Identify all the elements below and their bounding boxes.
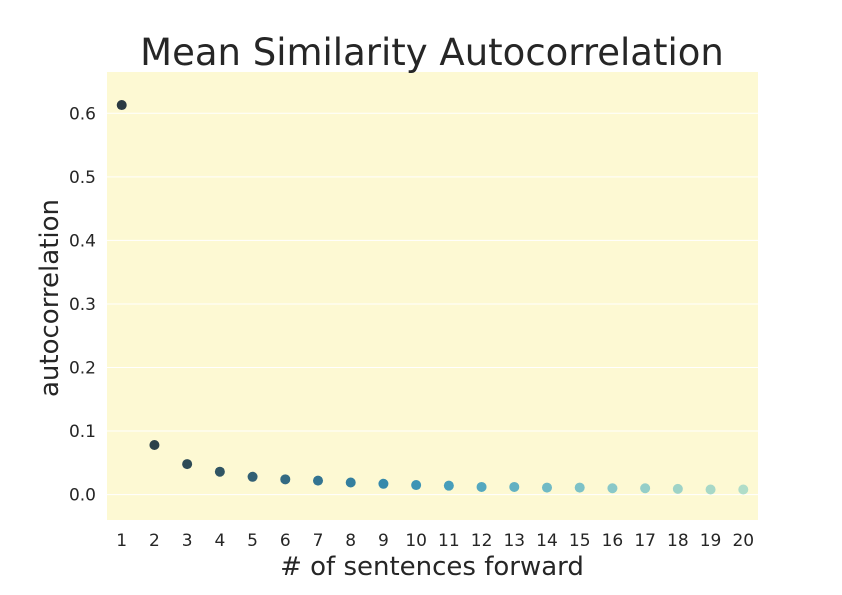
x-tick-label: 3 xyxy=(182,531,193,551)
y-tick-label: 0.5 xyxy=(69,168,96,188)
x-tick-label: 9 xyxy=(378,531,389,551)
x-tick-label: 7 xyxy=(313,531,324,551)
plot-area xyxy=(107,72,758,520)
data-point xyxy=(182,459,192,469)
data-point xyxy=(673,484,683,494)
y-tick-label: 0.2 xyxy=(69,358,96,378)
data-point xyxy=(575,483,585,493)
x-tick-label: 20 xyxy=(732,531,754,551)
data-point xyxy=(215,467,225,477)
x-tick-label: 15 xyxy=(569,531,591,551)
data-point xyxy=(248,472,258,482)
data-point xyxy=(346,478,356,488)
x-tick-label: 12 xyxy=(471,531,493,551)
data-point xyxy=(313,476,323,486)
data-point xyxy=(280,474,290,484)
data-point xyxy=(607,483,617,493)
x-tick-label: 5 xyxy=(247,531,258,551)
data-point xyxy=(738,484,748,494)
y-tick-label: 0.1 xyxy=(69,422,96,442)
x-tick-label: 10 xyxy=(405,531,427,551)
data-point xyxy=(444,481,454,491)
y-tick-label: 0.4 xyxy=(69,231,96,251)
data-point xyxy=(509,482,519,492)
x-tick-label: 14 xyxy=(536,531,558,551)
y-tick-label: 0.3 xyxy=(69,295,96,315)
data-point xyxy=(411,480,421,490)
x-tick-label: 8 xyxy=(345,531,356,551)
data-point xyxy=(706,484,716,494)
data-point xyxy=(477,482,487,492)
x-tick-label: 17 xyxy=(634,531,656,551)
data-point xyxy=(378,479,388,489)
y-axis-label: autocorrelation xyxy=(35,199,65,397)
x-tick-label: 13 xyxy=(503,531,525,551)
data-point xyxy=(117,100,127,110)
x-tick-label: 18 xyxy=(667,531,689,551)
chart-title: Mean Similarity Autocorrelation xyxy=(140,31,724,74)
data-point xyxy=(640,483,650,493)
x-tick-label: 2 xyxy=(149,531,160,551)
x-axis-label: # of sentences forward xyxy=(280,552,584,582)
x-tick-label: 1 xyxy=(116,531,127,551)
y-tick-label: 0.0 xyxy=(69,486,96,506)
data-point xyxy=(542,483,552,493)
x-tick-label: 4 xyxy=(214,531,225,551)
y-tick-label: 0.6 xyxy=(69,104,96,124)
x-tick-label: 11 xyxy=(438,531,460,551)
data-point xyxy=(149,440,159,450)
x-tick-label: 19 xyxy=(700,531,722,551)
x-tick-label: 6 xyxy=(280,531,291,551)
x-tick-label: 16 xyxy=(602,531,624,551)
